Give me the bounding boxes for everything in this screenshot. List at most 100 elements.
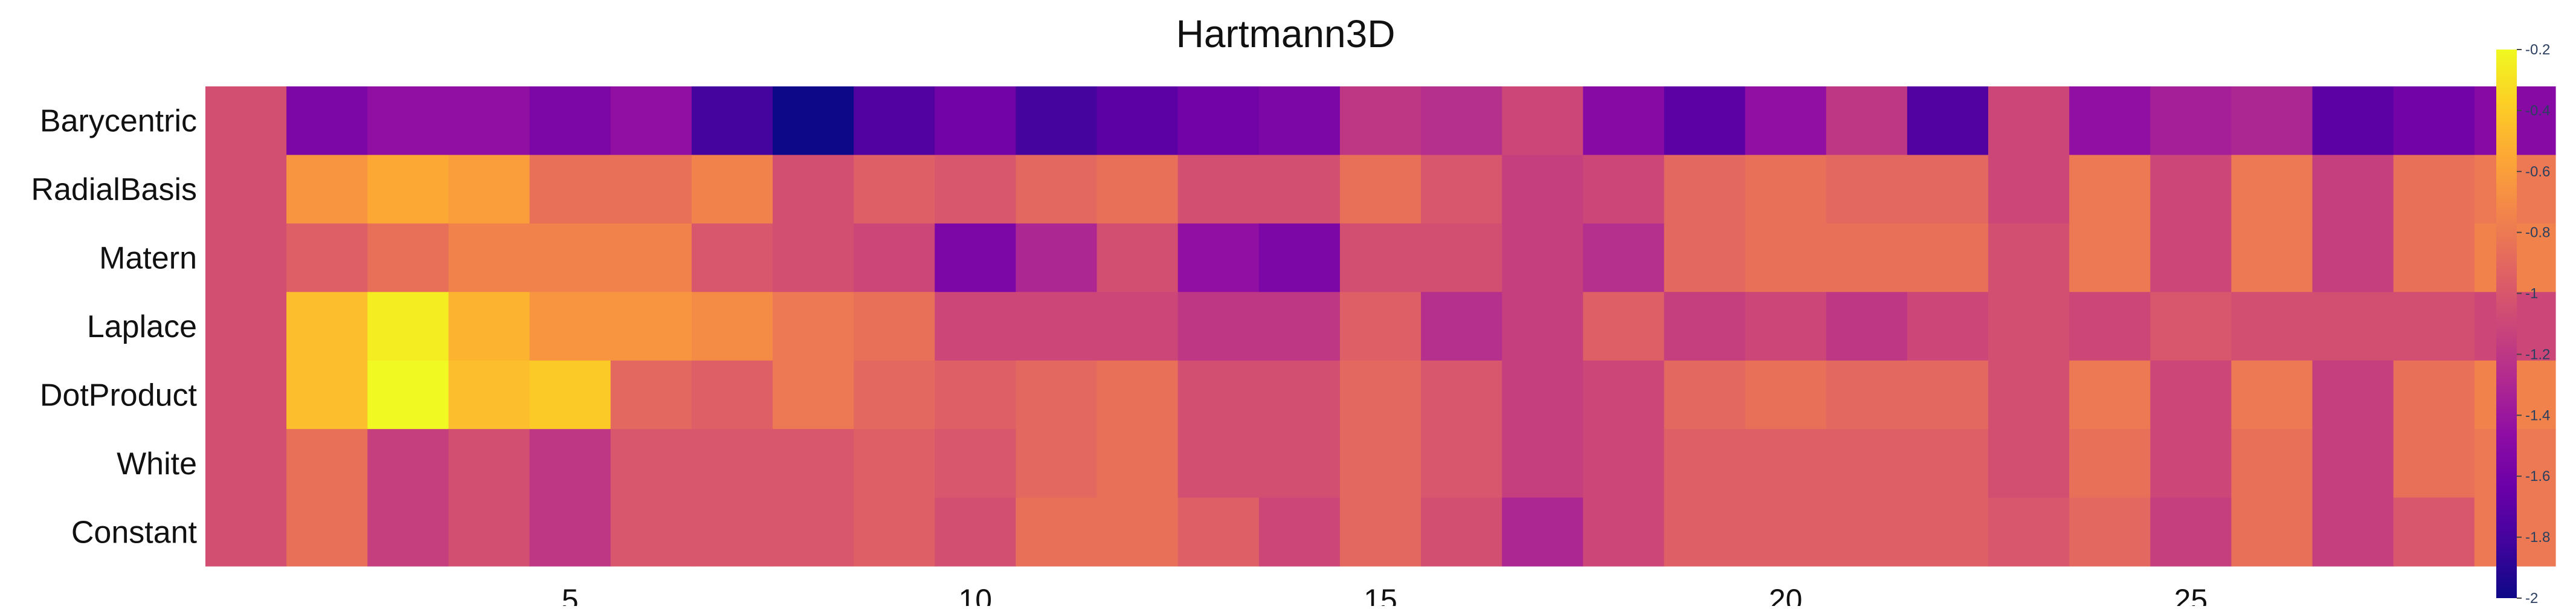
chart-title: Hartmann3D <box>1176 12 1396 56</box>
heatmap-cell <box>448 360 530 430</box>
heatmap-cell <box>610 292 692 361</box>
heatmap-cell <box>286 86 368 156</box>
heatmap-cell <box>2393 223 2475 292</box>
heatmap-cell <box>2393 155 2475 224</box>
heatmap-cell <box>1583 497 1665 567</box>
heatmap-cell <box>1664 429 1746 498</box>
heatmap-cell <box>2069 86 2151 156</box>
heatmap-cell <box>854 86 935 156</box>
heatmap-cell <box>854 292 935 361</box>
heatmap-cell <box>2231 223 2313 292</box>
heatmap-cell <box>610 155 692 224</box>
heatmap-cell <box>1177 429 1260 498</box>
heatmap-cell <box>935 360 1016 430</box>
heatmap-cell <box>448 429 530 498</box>
heatmap-cell <box>2069 292 2151 361</box>
heatmap-cell <box>1096 497 1179 567</box>
heatmap-cell <box>2393 86 2475 156</box>
heatmap-cell <box>691 497 773 567</box>
colorbar-tick-label: -0.8 <box>2525 225 2550 241</box>
heatmap-cell <box>772 155 854 224</box>
heatmap-cell <box>448 223 530 292</box>
heatmap-cell <box>1988 292 2070 361</box>
heatmap-cell <box>529 223 611 292</box>
heatmap-cell <box>610 429 692 498</box>
heatmap-cell <box>1502 429 1583 498</box>
colorbar-gradient-bar <box>2496 50 2517 598</box>
heatmap-cell <box>1583 155 1665 224</box>
heatmap-cell <box>1988 155 2070 224</box>
heatmap-cell <box>448 497 530 567</box>
heatmap-cell <box>1745 155 1827 224</box>
heatmap-cell <box>1258 155 1341 224</box>
row-label: Constant <box>71 515 198 550</box>
row-label: Barycentric <box>40 104 197 139</box>
heatmap-cell <box>1177 223 1260 292</box>
heatmap-cell <box>2393 292 2475 361</box>
heatmap-cell <box>2150 86 2232 156</box>
x-tick-labels: 5 10 15 20 25 <box>562 583 2207 609</box>
heatmap-cell <box>2312 292 2394 361</box>
heatmap-cell <box>367 292 449 361</box>
heatmap-cell <box>448 155 530 224</box>
colorbar: -0.2 -0.4 -0.6 -0.8 -1 -1.2 -1.4 -1.6 -1.8 -2 <box>2496 42 2550 607</box>
heatmap-cell <box>854 497 935 567</box>
heatmap-cell <box>367 223 449 292</box>
heatmap-cell <box>1502 223 1583 292</box>
heatmap-cell <box>1907 497 1989 567</box>
heatmap-cell <box>367 360 449 430</box>
x-tick-label: 15 <box>1364 583 1397 606</box>
heatmap-cell <box>1502 155 1583 224</box>
heatmap-cell <box>1016 292 1098 361</box>
heatmap-cell <box>854 223 935 292</box>
heatmap-cell <box>1826 429 1908 498</box>
heatmap-cell <box>1664 360 1746 430</box>
heatmap-cell <box>1583 223 1665 292</box>
heatmap-cell <box>2231 86 2313 156</box>
heatmap-cell <box>367 86 449 156</box>
heatmap-cell <box>1745 360 1827 430</box>
heatmap-cell <box>1421 155 1502 224</box>
heatmap-cell <box>1745 429 1827 498</box>
heatmap-cell <box>2150 429 2232 498</box>
heatmap-cell <box>205 86 287 156</box>
heatmap-cell <box>367 429 449 498</box>
heatmap-cell <box>1664 223 1746 292</box>
heatmap-cell <box>1339 292 1422 361</box>
x-tick-label: 10 <box>958 583 992 606</box>
heatmap-cell <box>1826 497 1908 567</box>
x-tick-label: 20 <box>1769 583 1803 606</box>
heatmap-cell <box>1339 360 1422 430</box>
heatmap-cell <box>2231 292 2313 361</box>
heatmap-cell <box>1177 86 1260 156</box>
heatmap-cell <box>610 86 692 156</box>
heatmap-cell <box>772 292 854 361</box>
colorbar-tick-label: -1.4 <box>2525 407 2550 424</box>
heatmap-cell <box>2150 360 2232 430</box>
heatmap-cell <box>772 360 854 430</box>
heatmap-cell <box>1907 155 1989 224</box>
heatmap-cell <box>1826 155 1908 224</box>
colorbar-tick-label: -0.6 <box>2525 164 2550 180</box>
heatmap-cell <box>1826 292 1908 361</box>
heatmap-cell <box>2312 360 2394 430</box>
heatmap-cell <box>1258 223 1341 292</box>
heatmap-cell <box>2312 223 2394 292</box>
heatmap-cell <box>1583 360 1665 430</box>
heatmap-cell <box>1907 292 1989 361</box>
heatmap-cell <box>2069 497 2151 567</box>
heatmap-cell <box>2231 429 2313 498</box>
heatmap-cell <box>1339 155 1422 224</box>
heatmap-cell <box>205 292 287 361</box>
heatmap-cell <box>1096 360 1179 430</box>
heatmap-cell <box>1177 497 1260 567</box>
heatmap-cell <box>529 155 611 224</box>
heatmap-cell <box>1421 497 1502 567</box>
heatmap-cell <box>529 360 611 430</box>
heatmap-cell <box>1421 360 1502 430</box>
heatmap-cell <box>2069 360 2151 430</box>
heatmap-cell <box>1907 360 1989 430</box>
heatmap-cell <box>610 497 692 567</box>
heatmap-cell <box>1016 497 1098 567</box>
row-label: Laplace <box>87 309 197 344</box>
